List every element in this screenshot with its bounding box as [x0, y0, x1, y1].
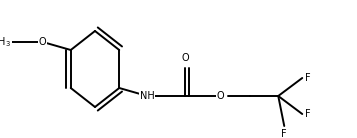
Text: O: O	[181, 53, 189, 63]
Text: O: O	[216, 91, 224, 101]
Text: CH$_3$: CH$_3$	[0, 35, 11, 49]
Text: F: F	[281, 129, 287, 138]
Text: F: F	[305, 73, 311, 83]
Text: NH: NH	[140, 91, 155, 101]
Text: O: O	[39, 37, 46, 47]
Text: F: F	[305, 109, 311, 119]
